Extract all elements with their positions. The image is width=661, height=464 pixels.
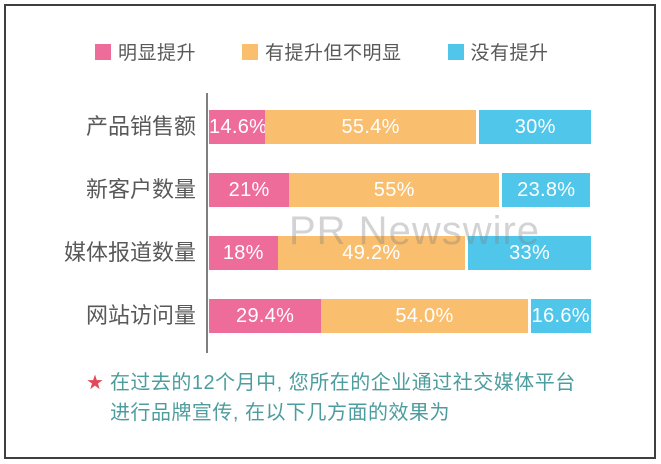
bar-value-label: 14.6%	[209, 115, 265, 138]
chart-row: 网站访问量 29.4% 54.0% 16.6%	[0, 299, 661, 333]
bar-track: 21% 55% 23.8%	[209, 173, 591, 207]
bar-value-label: 30%	[514, 115, 556, 138]
legend-swatch	[447, 43, 464, 60]
legend-item-none: 没有提升	[447, 38, 549, 65]
chart-row: 新客户数量 21% 55% 23.8%	[0, 173, 661, 207]
bar-segment-series-1: 54.0%	[321, 299, 528, 333]
bar-segment-series-1: 49.2%	[277, 236, 466, 270]
category-label: 新客户数量	[85, 177, 196, 202]
bar-value-label: 33%	[509, 241, 551, 264]
watermark-text: PR Newswire	[289, 209, 541, 253]
legend-item-significant: 明显提升	[95, 38, 196, 65]
footnote-line-1: 在过去的12个月中, 您所在的企业通过社交媒体平台	[109, 372, 576, 394]
bar-segment-series-1: 55%	[289, 173, 500, 207]
bar-value-label: 16.6%	[531, 304, 590, 327]
bar-value-label: 55.4%	[341, 115, 400, 138]
legend-swatch	[95, 43, 111, 60]
bar-value-label: 29.4%	[236, 304, 295, 327]
category-label: 产品销售额	[85, 114, 196, 139]
bar-segment-series-0: 18%	[209, 236, 278, 270]
star-icon: ★	[86, 372, 104, 394]
bar-segment-series-2: 30%	[476, 110, 591, 144]
y-axis-line	[206, 93, 208, 353]
bar-track: 18% 49.2% 33%	[209, 236, 591, 270]
bar-value-label: 23.8%	[517, 178, 576, 201]
footnote-line-2: 进行品牌宣传, 在以下几方面的效果为	[109, 402, 451, 424]
bar-segment-series-0: 29.4%	[209, 299, 322, 333]
bar-track: 29.4% 54.0% 16.6%	[209, 299, 591, 333]
bar-segment-series-2: 33%	[465, 236, 591, 270]
footnote: ★ 在过去的12个月中, 您所在的企业通过社交媒体平台 进行品牌宣传, 在以下几…	[86, 368, 576, 428]
category-label: 媒体报道数量	[63, 240, 196, 265]
bar-segment-series-2: 23.8%	[499, 173, 591, 207]
legend-label: 明显提升	[118, 43, 197, 64]
footnote-text: 在过去的12个月中, 您所在的企业通过社交媒体平台 进行品牌宣传, 在以下几方面…	[110, 368, 576, 428]
bar-segment-series-1: 55.4%	[264, 110, 477, 144]
chart-row: 媒体报道数量 18% 49.2% 33%	[0, 236, 661, 270]
legend: 明显提升 有提升但不明显 没有提升	[95, 38, 549, 65]
bar-segment-series-0: 14.6%	[209, 110, 265, 144]
bar-segment-series-2: 16.6%	[527, 299, 591, 333]
bar-track: 14.6% 55.4% 30%	[209, 110, 591, 144]
category-label: 网站访问量	[85, 303, 196, 328]
legend-item-slight: 有提升但不明显	[242, 38, 402, 65]
bar-value-label: 55%	[373, 178, 415, 201]
chart-row: 产品销售额 14.6% 55.4% 30%	[0, 110, 661, 144]
bar-value-label: 54.0%	[395, 304, 454, 327]
bar-value-label: 21%	[228, 178, 270, 201]
legend-label: 有提升但不明显	[265, 43, 402, 64]
bar-value-label: 49.2%	[342, 241, 401, 264]
bar-segment-series-0: 21%	[209, 173, 290, 207]
legend-swatch	[242, 43, 259, 60]
legend-label: 没有提升	[470, 43, 549, 64]
bar-value-label: 18%	[222, 241, 264, 264]
